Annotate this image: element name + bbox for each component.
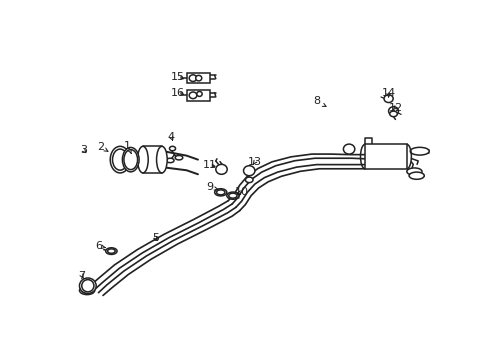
- Ellipse shape: [389, 107, 398, 116]
- Ellipse shape: [175, 156, 183, 160]
- Ellipse shape: [124, 150, 138, 170]
- Ellipse shape: [79, 278, 96, 293]
- Ellipse shape: [82, 288, 92, 293]
- Bar: [365, 144, 407, 169]
- Text: 15: 15: [171, 72, 185, 82]
- Ellipse shape: [390, 111, 397, 117]
- Ellipse shape: [108, 249, 115, 253]
- Ellipse shape: [106, 248, 117, 255]
- Ellipse shape: [196, 75, 202, 81]
- Ellipse shape: [343, 144, 355, 154]
- Ellipse shape: [189, 92, 197, 99]
- Text: 7: 7: [78, 271, 86, 281]
- Ellipse shape: [407, 168, 422, 175]
- Ellipse shape: [167, 158, 174, 163]
- Ellipse shape: [227, 192, 239, 199]
- Text: 16: 16: [171, 88, 185, 98]
- Ellipse shape: [217, 190, 225, 195]
- Text: 9: 9: [206, 183, 219, 192]
- Ellipse shape: [110, 146, 130, 173]
- Ellipse shape: [244, 166, 255, 176]
- Ellipse shape: [79, 286, 95, 294]
- Ellipse shape: [189, 75, 197, 81]
- Ellipse shape: [216, 164, 227, 174]
- Text: 5: 5: [152, 233, 159, 243]
- Ellipse shape: [245, 177, 253, 183]
- Text: 8: 8: [313, 96, 326, 107]
- Ellipse shape: [410, 147, 429, 155]
- Text: 11: 11: [202, 160, 217, 170]
- Ellipse shape: [122, 148, 139, 172]
- Text: 3: 3: [80, 145, 87, 155]
- Text: 1: 1: [124, 141, 131, 154]
- Text: 14: 14: [382, 88, 395, 98]
- Text: 12: 12: [389, 103, 402, 113]
- Ellipse shape: [157, 146, 167, 173]
- Text: 13: 13: [248, 157, 262, 167]
- Ellipse shape: [138, 146, 148, 173]
- Text: 4: 4: [168, 132, 175, 143]
- Text: 2: 2: [98, 142, 108, 152]
- Ellipse shape: [197, 91, 202, 96]
- Ellipse shape: [384, 95, 393, 103]
- Ellipse shape: [113, 149, 128, 170]
- Text: 10: 10: [235, 187, 248, 197]
- Ellipse shape: [82, 280, 94, 292]
- Ellipse shape: [215, 189, 227, 196]
- Ellipse shape: [170, 146, 175, 151]
- Ellipse shape: [409, 172, 424, 179]
- Text: 6: 6: [95, 241, 105, 251]
- Ellipse shape: [229, 193, 237, 198]
- Bar: [187, 90, 210, 100]
- Bar: [187, 73, 210, 84]
